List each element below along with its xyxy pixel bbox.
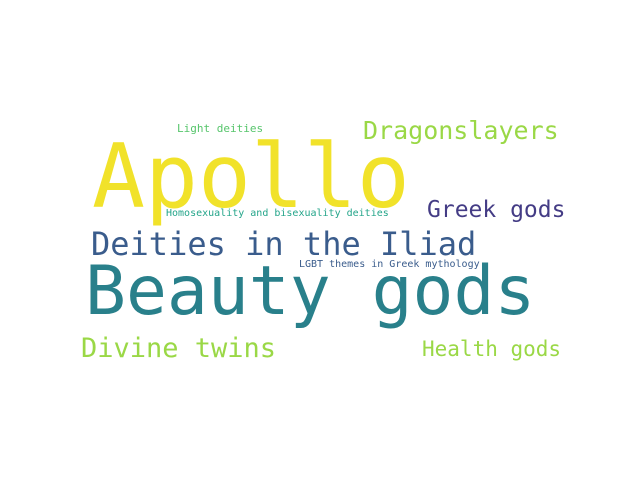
word-light-deities: Light deities bbox=[177, 122, 264, 135]
word-beauty-gods: Beauty gods bbox=[85, 252, 536, 331]
word-dragonslayers: Dragonslayers bbox=[363, 116, 559, 145]
word-deities-in-the-iliad: Deities in the Iliad bbox=[91, 225, 477, 263]
word-health-gods: Health gods bbox=[422, 337, 562, 361]
word-homosexuality-and-bisexuality-deities: Homosexuality and bisexuality deities bbox=[166, 208, 389, 219]
word-apollo: Apollo bbox=[92, 125, 410, 228]
word-divine-twins: Divine twins bbox=[81, 333, 277, 364]
word-greek-gods: Greek gods bbox=[427, 197, 566, 223]
word-lgbt-themes-in-greek-mythology: LGBT themes in Greek mythology bbox=[299, 259, 480, 270]
